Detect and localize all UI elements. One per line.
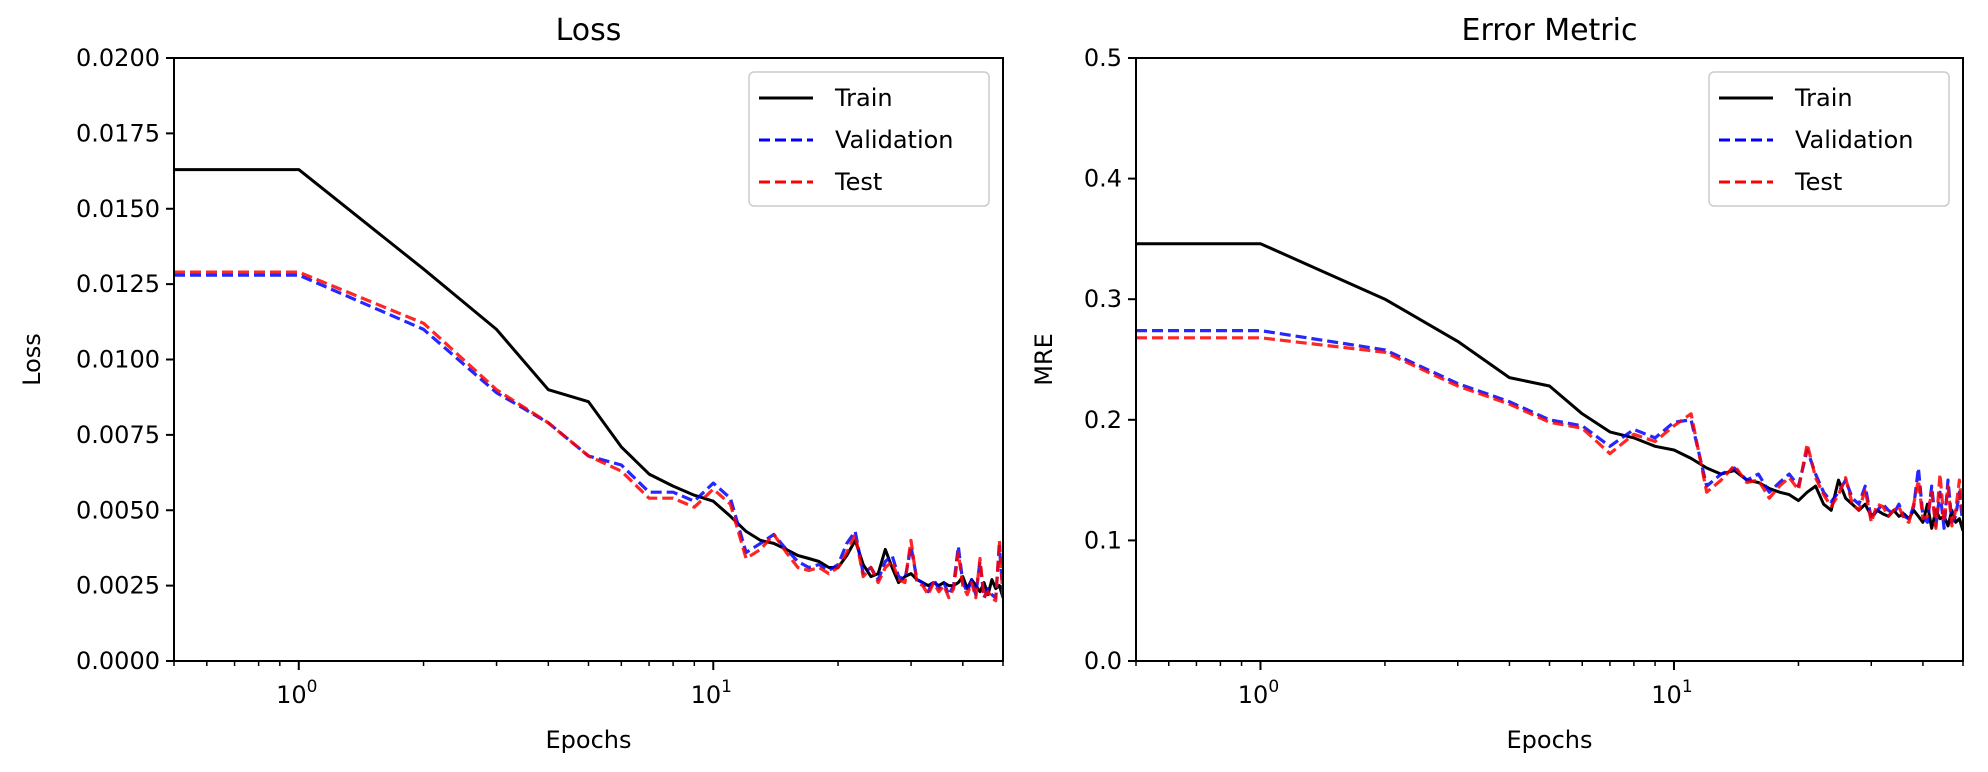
x-axis-label: Epochs [1507,726,1593,754]
legend-label-train: Train [834,84,893,112]
legend-label-train: Train [1794,84,1853,112]
y-tick-label: 0.0200 [76,44,160,72]
y-tick-label: 0.0000 [76,647,160,675]
y-tick-label: 0.0100 [76,346,160,374]
y-tick-label: 0.0 [1084,647,1122,675]
chart-title: Error Metric [1462,13,1638,48]
x-tick-label: 100 [1238,677,1279,709]
legend-label-test: Test [1794,168,1842,196]
legend-box [748,71,990,207]
chart-panel-1: 0.0000 0.0025 0.0050 0.0075 0.0100 0.0125 0.01… [18,13,1004,754]
x-tick-label: 101 [691,677,732,709]
y-tick-label: 0.3 [1084,285,1122,313]
series-line-test [174,270,1003,603]
y-tick-label: 0.4 [1084,165,1122,193]
series-line-train [1136,242,1963,532]
chart-title: Loss [556,13,622,48]
legend-label-test: Test [834,168,882,196]
legend-box [1708,71,1950,207]
chart-panel-2: 0.0 0.1 0.2 0.3 0.4 0.5 100 101 Epochs MRE Error M… [1030,13,1964,754]
legend: Train Validation Test [1708,71,1950,207]
legend: Train Validation Test [748,71,990,207]
y-axis-label: MRE [1030,333,1058,386]
x-axis-label: Epochs [546,726,632,754]
y-tick-label: 0.0075 [76,421,160,449]
y-tick-label: 0.0050 [76,496,160,524]
y-tick-label: 0.5 [1084,44,1122,72]
y-tick-label: 0.0025 [76,572,160,600]
series-line-validation [174,273,1003,600]
y-tick-label: 0.0150 [76,195,160,223]
y-tick-label: 0.0175 [76,119,160,147]
y-tick-label: 0.2 [1084,406,1122,434]
legend-label-validation: Validation [835,126,954,154]
y-tick-label: 0.1 [1084,526,1122,554]
x-tick-label: 100 [276,677,317,709]
series-line-validation [1136,329,1963,530]
x-tick-label: 101 [1651,677,1692,709]
y-tick-label: 0.0125 [76,270,160,298]
legend-label-validation: Validation [1795,126,1914,154]
series-line-train [174,168,1003,599]
y-axis-label: Loss [18,333,46,386]
series-line-test [1136,336,1963,530]
